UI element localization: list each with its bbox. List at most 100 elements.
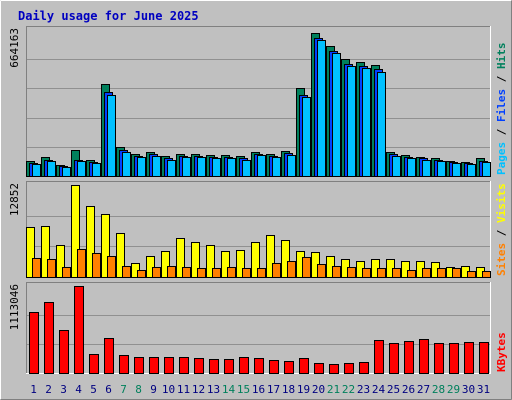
bar-kbytes-day-30	[464, 342, 474, 374]
x-tick-label: 21	[327, 383, 340, 396]
x-tick-label: 9	[150, 383, 157, 396]
x-tick-label: 15	[237, 383, 250, 396]
bar-kbytes-day-27	[419, 339, 429, 374]
bar-sites-day-21	[332, 266, 341, 278]
bar-sites-day-20	[317, 264, 326, 278]
bar-visits-day-17	[266, 235, 275, 278]
bar-visits-day-13	[206, 245, 215, 278]
bar-kbytes-day-6	[104, 338, 114, 374]
bar-kbytes-day-1	[29, 312, 39, 374]
bar-sites-day-28	[437, 268, 446, 278]
bar-pages-day-15	[242, 160, 251, 177]
bar-visits-day-10	[161, 251, 170, 278]
bar-kbytes-day-15	[239, 357, 249, 374]
bar-visits-day-15	[236, 250, 245, 278]
bar-sites-day-29	[452, 268, 461, 278]
bar-visits-day-6	[101, 214, 110, 278]
legend-hits-files-pages: Pages / Files / Hits	[495, 43, 508, 176]
bar-kbytes-day-19	[299, 358, 309, 374]
x-tick-label: 27	[417, 383, 430, 396]
y-max-label: 664163	[8, 28, 21, 68]
bar-kbytes-day-16	[254, 358, 264, 374]
x-tick-label: 24	[372, 383, 386, 396]
bar-kbytes-day-25	[389, 343, 399, 374]
bar-pages-day-28	[437, 161, 446, 177]
x-tick-label: 3	[60, 383, 67, 396]
x-axis-day-labels: 1 2 3 4 5 6 7 8 9 10 11 12 13 14 15 16 17 18 19 20 21 22 23 24 2…	[30, 383, 490, 396]
bar-sites-day-11	[182, 267, 191, 278]
bar-sites-day-9	[152, 267, 161, 278]
bar-pages-day-18	[287, 155, 296, 177]
legend-entry-visits: Visits	[495, 183, 508, 223]
bar-sites-day-10	[167, 266, 176, 278]
bar-kbytes-day-31	[479, 342, 489, 374]
bar-pages-day-31	[482, 162, 491, 177]
bar-kbytes-day-22	[344, 363, 354, 374]
bar-pages-day-24	[377, 72, 386, 177]
bar-kbytes-day-3	[59, 330, 69, 374]
bar-kbytes-day-10	[164, 357, 174, 374]
bar-kbytes-day-14	[224, 359, 234, 374]
bar-visits-day-18	[281, 240, 290, 278]
y-max-label: 1113046	[8, 284, 21, 330]
x-tick-label: 26	[402, 383, 415, 396]
chart-title: Daily usage for June 2025	[18, 9, 199, 23]
bar-sites-day-15	[242, 268, 251, 278]
x-tick-label: 13	[207, 383, 220, 396]
legend-entry-pages: Pages	[495, 142, 508, 175]
y-max-label: 12852	[8, 183, 21, 216]
x-tick-label: 2	[45, 383, 52, 396]
bar-pages-day-11	[182, 157, 191, 177]
bar-pages-day-10	[167, 160, 176, 177]
bar-kbytes-day-8	[134, 357, 144, 374]
x-tick-label: 28	[432, 383, 445, 396]
bar-visits-day-2	[41, 226, 50, 278]
bar-visits-day-14	[221, 251, 230, 278]
bar-kbytes-day-18	[284, 361, 294, 374]
bar-kbytes-day-11	[179, 357, 189, 374]
x-tick-label: 10	[162, 383, 175, 396]
x-tick-label: 1	[30, 383, 37, 396]
bar-pages-day-2	[47, 161, 56, 177]
bar-pages-day-1	[32, 164, 41, 177]
bar-sites-day-5	[92, 253, 101, 278]
x-tick-label: 12	[192, 383, 205, 396]
bar-kbytes-day-20	[314, 363, 324, 374]
bar-sites-day-26	[407, 270, 416, 278]
bar-pages-day-4	[77, 161, 86, 177]
bar-pages-day-3	[62, 167, 71, 177]
bar-kbytes-day-24	[374, 340, 384, 374]
bar-pages-day-6	[107, 95, 116, 177]
bar-sites-day-2	[47, 259, 56, 278]
legend-entry-kbytes: KBytes	[495, 332, 508, 372]
bar-sites-day-24	[377, 268, 386, 278]
bar-sites-day-30	[467, 271, 476, 278]
legend-entry-files: Files	[495, 89, 508, 122]
bar-visits-day-1	[26, 227, 35, 278]
bar-sites-day-31	[482, 271, 491, 278]
bar-pages-day-17	[272, 157, 281, 177]
bar-kbytes-day-29	[449, 343, 459, 374]
x-tick-label: 18	[282, 383, 295, 396]
bar-pages-day-27	[422, 160, 431, 177]
chart-panels: 664163 Pages / Files / Hits 12852 Sites / V…	[8, 26, 508, 374]
bar-sites-day-19	[302, 257, 311, 278]
bar-visits-day-16	[251, 242, 260, 278]
bar-pages-day-29	[452, 163, 461, 177]
bar-pages-day-21	[332, 53, 341, 177]
bar-sites-day-17	[272, 263, 281, 278]
bar-visits-day-3	[56, 245, 65, 278]
bar-kbytes-day-5	[89, 354, 99, 374]
bar-sites-day-16	[257, 268, 266, 278]
bar-pages-day-8	[137, 157, 146, 177]
bar-kbytes-day-26	[404, 341, 414, 374]
x-tick-label: 29	[447, 383, 460, 396]
bar-pages-day-25	[392, 156, 401, 177]
bar-sites-day-13	[212, 268, 221, 278]
x-tick-label: 19	[297, 383, 310, 396]
bar-sites-day-8	[137, 270, 146, 278]
bar-visits-day-4	[71, 185, 80, 278]
x-tick-label: 8	[135, 383, 142, 396]
bar-sites-day-3	[62, 267, 71, 278]
